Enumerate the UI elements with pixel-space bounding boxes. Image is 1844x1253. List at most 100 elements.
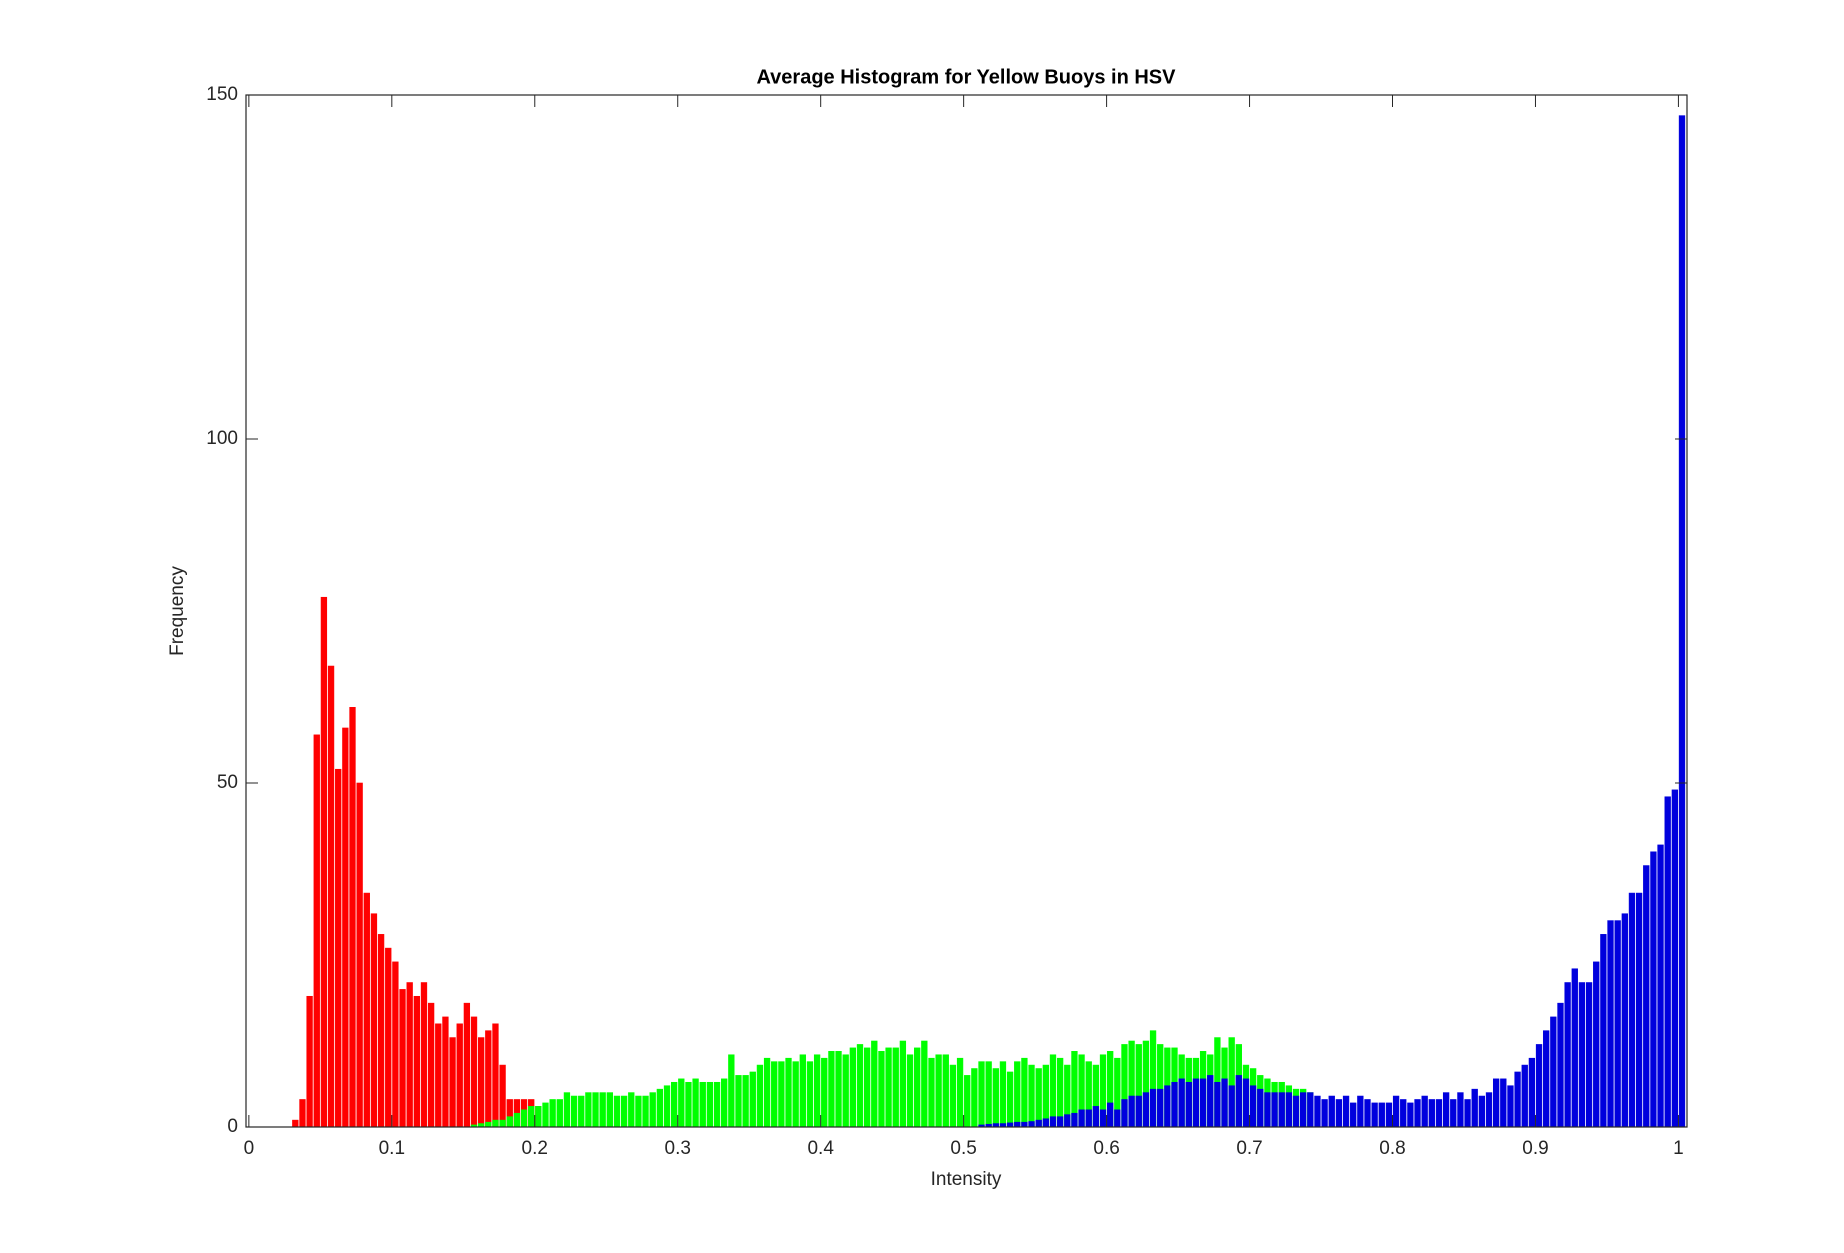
bar <box>1528 1057 1536 1128</box>
bar <box>999 1061 1007 1128</box>
bar <box>1249 1085 1257 1128</box>
bar <box>1021 1057 1028 1128</box>
bar <box>799 1054 806 1128</box>
bar <box>549 1099 556 1128</box>
bar <box>1342 1095 1350 1128</box>
bar <box>370 913 378 1128</box>
bar <box>1285 1092 1293 1128</box>
bar <box>1357 1095 1364 1128</box>
bar <box>1600 934 1607 1128</box>
bar <box>899 1040 907 1128</box>
bar <box>327 665 335 1128</box>
x-tick-label: 0 <box>244 1138 255 1159</box>
bar <box>1085 1109 1092 1128</box>
bar <box>1142 1092 1150 1128</box>
bar <box>735 1075 742 1128</box>
bar <box>1271 1092 1278 1128</box>
x-tick-label: 0.9 <box>1522 1138 1548 1159</box>
bar <box>406 982 413 1128</box>
bar <box>678 1078 685 1128</box>
bar <box>356 782 363 1128</box>
bar <box>692 1078 699 1128</box>
bar <box>1371 1102 1378 1128</box>
bar <box>1042 1118 1049 1128</box>
bar <box>1235 1075 1242 1128</box>
bar <box>978 1061 985 1128</box>
bar <box>1550 1016 1557 1128</box>
bar <box>449 1037 456 1128</box>
bar <box>492 1023 499 1128</box>
bar <box>499 1119 506 1128</box>
bar <box>785 1057 792 1128</box>
bar <box>392 961 399 1128</box>
bar <box>1392 1095 1400 1128</box>
bar <box>599 1092 606 1128</box>
bar <box>1185 1081 1192 1128</box>
bar <box>1307 1092 1314 1128</box>
bar <box>763 1057 771 1128</box>
bar <box>921 1040 928 1128</box>
bar <box>1328 1095 1335 1128</box>
bar <box>613 1095 621 1128</box>
bar <box>771 1061 778 1128</box>
y-axis-label: Frequency <box>167 566 188 656</box>
plot-area <box>246 95 1687 1127</box>
bar <box>1564 982 1571 1128</box>
bar <box>320 596 328 1128</box>
bar <box>1056 1116 1064 1128</box>
bar <box>1171 1081 1178 1128</box>
bar <box>427 1002 435 1128</box>
bar <box>985 1061 992 1128</box>
bar <box>1128 1095 1135 1128</box>
bar <box>1300 1092 1307 1128</box>
bar <box>499 1064 506 1128</box>
bar <box>992 1068 999 1128</box>
bar <box>1442 1092 1450 1128</box>
bar <box>863 1047 871 1128</box>
x-tick-label: 0.8 <box>1379 1138 1405 1159</box>
bar <box>1071 1112 1078 1128</box>
bar <box>349 707 356 1128</box>
bar <box>456 1023 463 1128</box>
bar <box>849 1047 857 1128</box>
bar <box>1099 1109 1107 1128</box>
bar <box>1364 1099 1371 1128</box>
bar <box>1242 1078 1250 1128</box>
bar <box>399 989 406 1128</box>
bar <box>828 1051 835 1128</box>
bar <box>1450 1099 1457 1128</box>
bar <box>342 727 349 1128</box>
bar <box>749 1071 756 1128</box>
x-tick-label: 0.2 <box>522 1138 548 1159</box>
bar <box>1214 1081 1221 1128</box>
bar <box>485 1030 492 1128</box>
bar <box>670 1081 678 1128</box>
bar <box>792 1061 799 1128</box>
bar <box>313 734 320 1128</box>
bar <box>1428 1099 1435 1128</box>
bar <box>1164 1085 1171 1128</box>
bar <box>478 1037 485 1128</box>
bar <box>413 995 420 1128</box>
bar <box>1028 1064 1035 1128</box>
bar <box>885 1047 892 1128</box>
bar <box>485 1121 492 1128</box>
bar <box>713 1081 721 1128</box>
bar <box>1485 1092 1493 1128</box>
bar <box>1521 1064 1528 1128</box>
axes-box <box>245 94 1688 1128</box>
bar <box>1035 1119 1042 1128</box>
bar <box>699 1081 706 1128</box>
bar <box>1614 920 1621 1128</box>
bar <box>1500 1078 1507 1128</box>
bar <box>878 1051 885 1128</box>
x-tick-label: 0.3 <box>665 1138 691 1159</box>
bar <box>806 1061 814 1128</box>
bar <box>377 934 385 1128</box>
bar <box>542 1102 549 1128</box>
bar <box>442 1016 449 1128</box>
bar <box>1178 1078 1185 1128</box>
bar <box>1585 982 1593 1128</box>
bar <box>1028 1121 1035 1128</box>
bar <box>656 1088 664 1128</box>
